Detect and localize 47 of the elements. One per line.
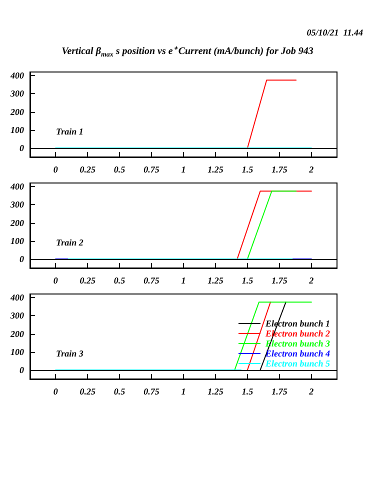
x-tick-label: 1.5 (242, 164, 254, 174)
x-tick-label: 0.75 (144, 276, 160, 286)
x-tick-label: 0 (53, 386, 58, 396)
y-tick-label: 100 (10, 124, 24, 135)
x-tick-label: 1.75 (272, 164, 288, 174)
x-tick-label: 1.75 (272, 276, 288, 286)
y-tick-label: 300 (10, 200, 24, 210)
annotation: Train 2 (56, 238, 84, 248)
y-tick-label: 0 (20, 142, 24, 153)
y-tick-label: 100 (10, 346, 24, 357)
x-tick-label: 0.75 (144, 164, 160, 174)
y-tick-label: 0 (20, 254, 24, 264)
y-tick-label: 0 (20, 364, 24, 375)
x-tick-label: 1.75 (272, 386, 288, 396)
x-tick-label: 2 (308, 164, 314, 174)
x-tick-label: 1 (181, 386, 186, 396)
y-tick-label: 200 (10, 106, 24, 117)
x-tick-label: 1 (181, 164, 186, 174)
x-tick-label: 0.25 (80, 386, 96, 396)
y-tick-label: 400 (10, 182, 24, 192)
y-tick-label: 300 (10, 310, 24, 321)
x-tick-label: 2 (308, 386, 314, 396)
x-tick-label: 2 (308, 276, 314, 286)
annotation: Train 1 (56, 126, 84, 136)
x-tick-label: 1 (181, 276, 186, 286)
x-tick-label: 0.5 (114, 276, 126, 286)
y-tick-label: 200 (10, 328, 24, 339)
y-tick-label: 400 (10, 70, 24, 81)
x-tick-label: 0 (53, 276, 58, 286)
y-tick-label: 200 (10, 218, 24, 228)
x-tick-label: 1.25 (208, 164, 224, 174)
x-tick-label: 0 (53, 164, 58, 174)
x-tick-label: 0.5 (114, 164, 126, 174)
y-tick-label: 400 (10, 292, 24, 303)
legend-label: Electron bunch 5 (264, 358, 330, 368)
x-tick-label: 0.25 (80, 276, 96, 286)
x-tick-label: 0.75 (144, 386, 160, 396)
x-tick-label: 1.25 (208, 276, 224, 286)
x-tick-label: 1.5 (242, 276, 254, 286)
x-tick-label: 1.5 (242, 386, 254, 396)
text: 05/10/21 11.44 (306, 28, 364, 38)
y-tick-label: 100 (10, 236, 24, 246)
x-tick-label: 1.25 (208, 386, 224, 396)
y-tick-label: 300 (10, 88, 24, 99)
x-tick-label: 0.5 (114, 386, 126, 396)
annotation: Train 3 (56, 348, 84, 358)
x-tick-label: 0.25 (80, 164, 96, 174)
